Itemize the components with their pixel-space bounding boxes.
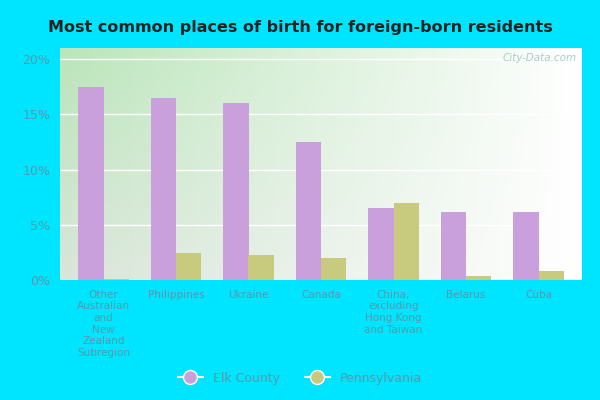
- Text: City-Data.com: City-Data.com: [503, 53, 577, 63]
- Bar: [539, 271, 564, 280]
- Legend: Elk County, Pennsylvania: Elk County, Pennsylvania: [173, 367, 427, 390]
- Bar: [223, 103, 248, 280]
- Bar: [248, 254, 274, 280]
- Bar: [176, 254, 202, 280]
- Bar: [104, 279, 129, 280]
- Bar: [321, 258, 346, 280]
- Bar: [513, 212, 539, 280]
- Bar: [440, 212, 466, 280]
- Bar: [151, 98, 176, 280]
- Text: Most common places of birth for foreign-born residents: Most common places of birth for foreign-…: [47, 20, 553, 35]
- Bar: [466, 276, 491, 280]
- Bar: [394, 203, 419, 280]
- Bar: [296, 142, 321, 280]
- Bar: [368, 208, 394, 280]
- Bar: [78, 87, 104, 280]
